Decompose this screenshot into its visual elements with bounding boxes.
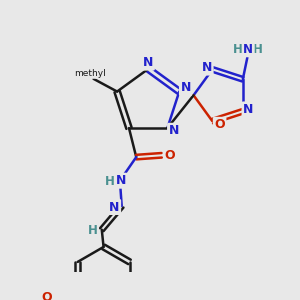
Text: N: N: [202, 61, 212, 74]
Text: N: N: [116, 174, 126, 187]
Text: N: N: [169, 124, 179, 137]
Text: N: N: [243, 43, 253, 56]
Text: H: H: [105, 175, 115, 188]
Text: N: N: [243, 103, 254, 116]
Text: O: O: [164, 149, 175, 162]
Text: N: N: [109, 200, 120, 214]
Text: O: O: [41, 291, 52, 300]
Text: H: H: [233, 43, 243, 56]
Text: H: H: [88, 224, 98, 237]
Text: N: N: [143, 56, 153, 69]
Text: O: O: [214, 118, 225, 131]
Text: N: N: [180, 81, 191, 94]
Text: H: H: [253, 43, 263, 56]
Text: methyl: methyl: [74, 69, 106, 78]
